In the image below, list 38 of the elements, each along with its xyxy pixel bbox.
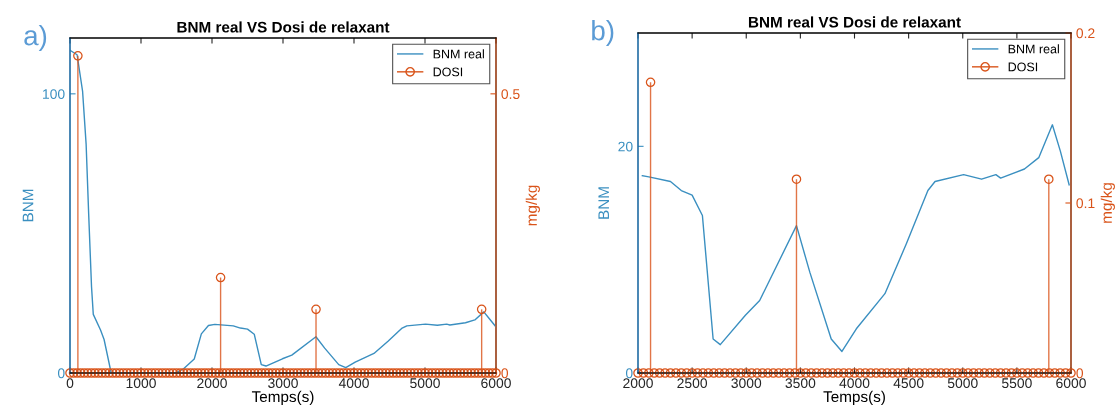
x-tick-label: 4500 [893,378,924,389]
y-tick-label: 20 [618,141,633,152]
x-tick-label: 6000 [1056,378,1086,389]
y2-axis-title: mg/kg [1100,183,1115,223]
x-axis-title: Temps(s) [251,390,314,406]
legend-label: BNM real [433,49,484,59]
y2-tick-label: 0 [1076,368,1084,379]
y2-tick-label: 0.1 [1076,198,1095,209]
x-tick-label: 2000 [623,378,653,389]
x-tick-label: 3500 [785,378,816,389]
y-axis-title: BNM [598,187,609,219]
x-tick-label: 1000 [126,378,156,389]
x-tick-label: 5000 [947,378,978,389]
chart-title: BNM real VS Dosi de relaxant [748,16,961,28]
x-tick-label: 3000 [731,378,762,389]
x-axis-title: Temps(s) [823,390,885,406]
x-tick-label: 4000 [839,378,870,389]
legend-label: DOSI [1008,62,1038,72]
y2-axis-title: mg/kg [525,185,540,226]
x-tick-label: 6000 [481,378,511,389]
y2-tick-label: 0.2 [1076,28,1095,39]
legend-label: BNM real [1008,44,1059,54]
x-tick-label: 5500 [1001,378,1032,389]
legend-label: DOSI [433,67,463,77]
x-tick-label: 2000 [197,378,227,389]
y2-tick-label: 0.5 [501,89,520,99]
x-tick-label: 4000 [338,378,369,389]
x-tick-label: 2500 [677,378,708,389]
line-series [641,124,1070,353]
y-tick-label: 100 [43,89,65,99]
text: a) [24,25,47,51]
chart-title: BNM real VS Dosi de relaxant [177,21,390,33]
y2-tick-label: 0 [501,368,509,379]
text: b) [592,20,614,46]
x-tick-label: 3000 [268,378,298,389]
x-tick-label: 0 [66,378,74,389]
y-axis-title: BNM [22,189,34,222]
x-tick-label: 5000 [410,378,440,389]
